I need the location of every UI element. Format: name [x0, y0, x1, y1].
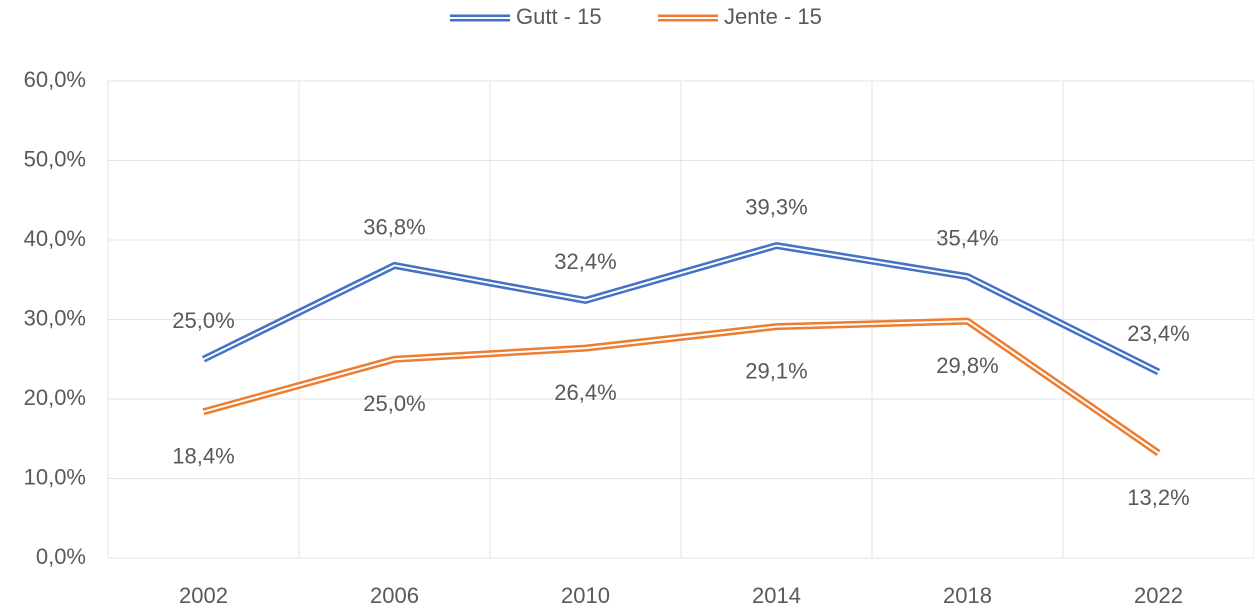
data-label: 23,4% [1127, 321, 1189, 346]
y-tick-label: 0,0% [36, 544, 86, 569]
data-label: 26,4% [554, 380, 616, 405]
data-label: 29,8% [936, 353, 998, 378]
y-tick-label: 20,0% [24, 385, 86, 410]
data-label: 32,4% [554, 249, 616, 274]
data-label: 36,8% [363, 214, 425, 239]
data-label: 18,4% [172, 444, 234, 469]
y-tick-label: 60,0% [24, 67, 86, 92]
legend-label: Gutt - 15 [516, 4, 602, 29]
data-label: 39,3% [745, 194, 807, 219]
y-tick-label: 50,0% [24, 146, 86, 171]
data-label: 29,1% [745, 358, 807, 383]
y-tick-label: 30,0% [24, 305, 86, 330]
data-label: 35,4% [936, 225, 998, 250]
series-line-inner [203, 320, 1160, 454]
x-tick-label: 2006 [370, 583, 419, 608]
y-tick-label: 40,0% [24, 226, 86, 251]
data-label: 25,0% [172, 308, 234, 333]
x-tick-label: 2014 [752, 583, 801, 608]
x-tick-label: 2002 [179, 583, 228, 608]
x-tick-label: 2022 [1134, 583, 1183, 608]
x-tick-label: 2010 [561, 583, 610, 608]
y-tick-label: 10,0% [24, 464, 86, 489]
data-label: 25,0% [363, 391, 425, 416]
data-label: 13,2% [1127, 485, 1189, 510]
x-tick-label: 2018 [943, 583, 992, 608]
series-line-inner [203, 244, 1159, 373]
legend-label: Jente - 15 [724, 4, 822, 29]
